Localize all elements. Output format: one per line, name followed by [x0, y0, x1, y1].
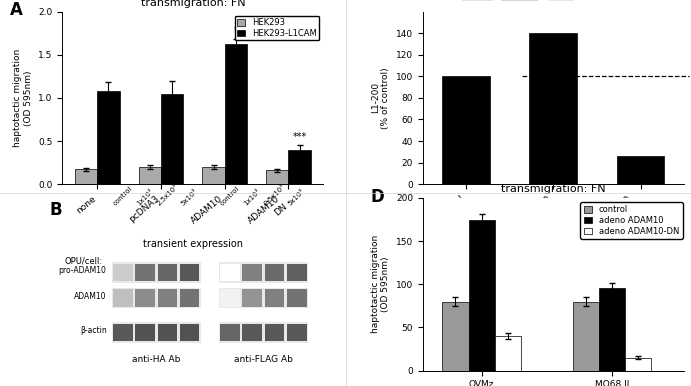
- Bar: [243, 264, 262, 281]
- Bar: [158, 290, 177, 307]
- Bar: [220, 324, 240, 341]
- Bar: [616, 156, 665, 184]
- Bar: [287, 290, 307, 307]
- Bar: [97, 91, 120, 184]
- Bar: [468, 220, 495, 371]
- Text: anti-HA Ab: anti-HA Ab: [132, 355, 180, 364]
- Bar: [243, 290, 262, 307]
- Text: 5x10³: 5x10³: [180, 188, 199, 207]
- Bar: [112, 262, 200, 283]
- Text: pro-ADAM10: pro-ADAM10: [59, 266, 106, 275]
- Bar: [112, 288, 200, 308]
- Bar: [243, 324, 262, 341]
- Bar: [442, 76, 491, 184]
- Bar: [501, 0, 538, 1]
- Bar: [75, 169, 97, 184]
- Bar: [265, 290, 284, 307]
- Bar: [139, 167, 161, 184]
- Bar: [158, 264, 177, 281]
- Text: *: *: [234, 26, 238, 36]
- Text: β-actin: β-actin: [80, 327, 106, 335]
- Bar: [158, 324, 177, 341]
- Bar: [135, 264, 155, 281]
- Bar: [495, 336, 521, 371]
- Title: transmigration: FN: transmigration: FN: [140, 0, 245, 8]
- Y-axis label: haptotactic migration
(OD 595nm): haptotactic migration (OD 595nm): [13, 49, 32, 147]
- Bar: [442, 301, 468, 371]
- Bar: [220, 290, 240, 307]
- Bar: [161, 93, 183, 184]
- Bar: [219, 262, 307, 283]
- Bar: [265, 324, 284, 341]
- Text: B: B: [49, 201, 61, 219]
- Text: 2.5x10³: 2.5x10³: [263, 183, 286, 207]
- Text: control: control: [219, 185, 241, 207]
- Text: anti-FLAG Ab: anti-FLAG Ab: [234, 355, 293, 364]
- Bar: [112, 322, 200, 343]
- Bar: [265, 264, 284, 281]
- Bar: [599, 288, 625, 371]
- Legend: control, adeno ADAM10, adeno ADAM10-DN: control, adeno ADAM10, adeno ADAM10-DN: [580, 202, 683, 239]
- Bar: [573, 301, 599, 371]
- Y-axis label: L1-200
(% of control): L1-200 (% of control): [371, 67, 390, 129]
- Bar: [180, 264, 200, 281]
- X-axis label: transient expression: transient expression: [143, 239, 243, 249]
- Bar: [113, 264, 133, 281]
- Text: 2.5x10³: 2.5x10³: [155, 183, 179, 207]
- Bar: [180, 290, 200, 307]
- Y-axis label: haptotactic migration
(OD 595nm): haptotactic migration (OD 595nm): [371, 235, 390, 334]
- Bar: [287, 264, 307, 281]
- X-axis label: adeno virus: adeno virus: [524, 239, 582, 249]
- Bar: [266, 170, 288, 184]
- Bar: [180, 324, 200, 341]
- Bar: [219, 288, 307, 308]
- Text: A: A: [10, 1, 23, 19]
- Text: control: control: [112, 185, 133, 207]
- Bar: [220, 264, 240, 281]
- Text: ***: ***: [292, 132, 307, 142]
- Bar: [113, 290, 133, 307]
- Bar: [225, 44, 247, 184]
- Bar: [625, 357, 652, 371]
- Bar: [287, 324, 307, 341]
- Bar: [219, 322, 307, 343]
- Text: 1x10³: 1x10³: [243, 188, 262, 207]
- Text: 1x10³: 1x10³: [136, 188, 155, 207]
- Bar: [548, 0, 574, 1]
- Legend: HEK293, HEK293-L1CAM: HEK293, HEK293-L1CAM: [234, 16, 319, 41]
- Bar: [288, 150, 311, 184]
- Title: transmigration: FN: transmigration: FN: [501, 185, 606, 195]
- Text: D: D: [370, 188, 384, 206]
- Bar: [202, 167, 225, 184]
- Bar: [113, 324, 133, 341]
- Text: 5x10³: 5x10³: [287, 188, 306, 207]
- Bar: [135, 324, 155, 341]
- Bar: [529, 33, 578, 184]
- Bar: [462, 0, 493, 1]
- Bar: [135, 290, 155, 307]
- Text: ADAM10: ADAM10: [74, 292, 106, 301]
- Text: OPU/cell:: OPU/cell:: [65, 257, 103, 266]
